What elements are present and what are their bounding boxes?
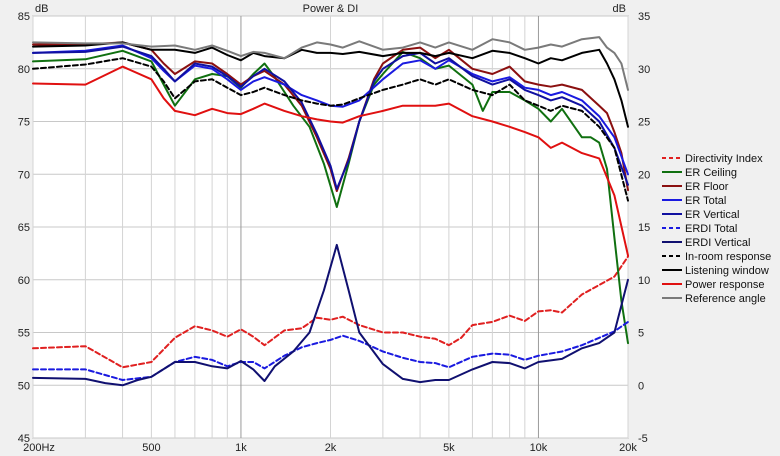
left-tick-label: 65 [18,222,30,234]
right-tick-label: 35 [638,11,650,23]
x-tick-label: 2k [325,442,337,454]
legend: Directivity Index ER Ceiling ER Floor ER To… [662,153,771,305]
series-line-listening-window [32,41,629,128]
right-tick-label: 15 [638,222,650,234]
legend-label: Reference angle [685,293,766,305]
x-tick-label: 20k [619,442,637,454]
series-line-power-response [32,65,629,257]
series-line-er-vertical [32,45,629,190]
right-axis-unit: dB [613,3,626,15]
x-tick-label: 500 [142,442,160,454]
left-tick-label: 55 [18,328,30,340]
left-tick-label: 80 [18,64,30,76]
series-line-erdi-total [32,320,629,381]
left-axis-unit: dB [35,3,48,15]
right-tick-label: 25 [638,117,650,129]
right-tick-label: -5 [638,433,648,445]
series-line-directivity-index [32,255,629,369]
legend-label: Power response [685,279,765,291]
legend-label: ERDI Total [685,223,737,235]
chart-title: Power & DI [303,3,359,15]
legend-label: In-room response [685,251,771,263]
right-tick-label: 30 [638,64,650,76]
x-tick-label: 1k [235,442,247,454]
x-tick-label: 5k [443,442,455,454]
legend-label: ER Vertical [685,209,739,221]
left-tick-label: 75 [18,117,30,129]
left-tick-label: 50 [18,380,30,392]
x-tick-label: 200Hz [23,442,55,454]
right-tick-label: 5 [638,328,644,340]
legend-label: ER Floor [685,181,729,193]
x-tick-label: 10k [530,442,548,454]
series-line-er-ceiling [32,49,629,345]
right-tick-label: 10 [638,275,650,287]
legend-label: ER Ceiling [685,167,737,179]
legend-label: Directivity Index [685,153,763,165]
left-tick-label: 45 [18,433,30,445]
left-tick-label: 70 [18,169,30,181]
grid [32,15,629,439]
legend-label: Listening window [685,265,769,277]
series-line-reference-angle [32,36,629,91]
axes: 45 50 55 60 65 70 75 80 85 -5 0 5 10 15 20 25 30 35 200Hz 5… [18,11,651,454]
legend-label: ER Total [685,195,726,207]
series-lines [32,36,629,387]
right-tick-label: 20 [638,169,650,181]
legend-label: ERDI Vertical [685,237,750,249]
left-tick-label: 85 [18,11,30,23]
series-line-erdi-vertical [32,243,629,387]
right-tick-label: 0 [638,380,644,392]
series-line-in-room-response [32,57,629,202]
left-tick-label: 60 [18,275,30,287]
